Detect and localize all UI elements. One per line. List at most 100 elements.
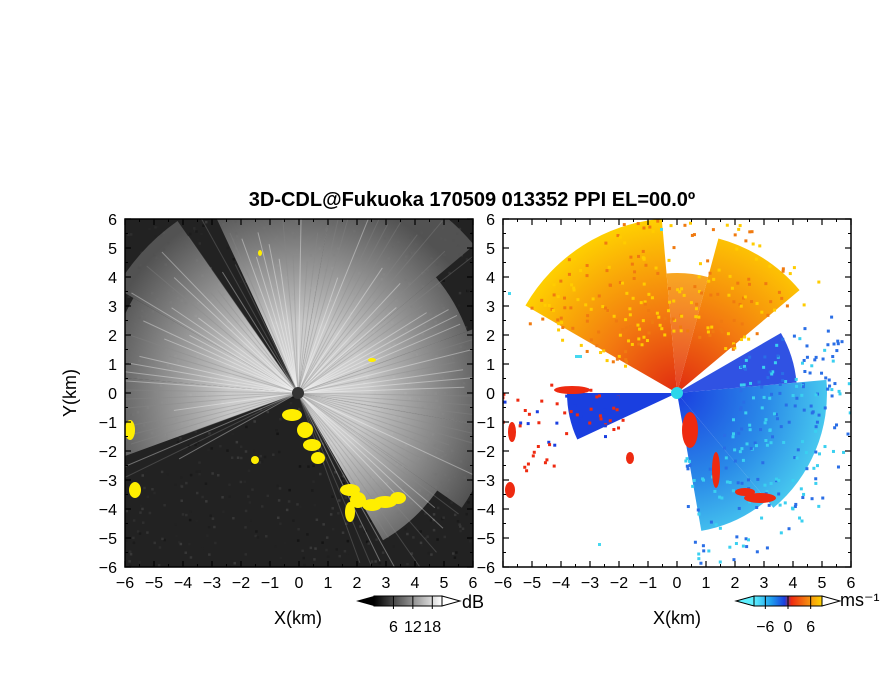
velocity-pixel bbox=[800, 393, 804, 397]
velocity-pixel bbox=[651, 229, 655, 233]
velocity-pixel bbox=[770, 372, 774, 376]
yellow-echo-blob bbox=[251, 456, 259, 464]
velocity-pixel bbox=[547, 303, 551, 307]
velocity-pixel bbox=[699, 561, 703, 565]
velocity-pixel bbox=[781, 337, 785, 341]
left-x-tick-label: −4 bbox=[174, 575, 192, 592]
speckle bbox=[203, 436, 207, 440]
velocity-pixel bbox=[555, 421, 559, 425]
speckle bbox=[298, 465, 302, 468]
velocity-pixel bbox=[599, 351, 603, 355]
speckle bbox=[166, 472, 170, 476]
velocity-pixel bbox=[563, 296, 567, 300]
speckle bbox=[148, 227, 151, 231]
velocity-pixel bbox=[660, 327, 664, 331]
speckle bbox=[156, 225, 159, 229]
velocity-pixel bbox=[831, 359, 835, 363]
velocity-pixel bbox=[527, 412, 531, 416]
speckle bbox=[179, 437, 182, 440]
speckle bbox=[188, 542, 191, 546]
velocity-pixel bbox=[656, 219, 660, 223]
speckle bbox=[448, 271, 451, 275]
velocity-pixel bbox=[615, 357, 619, 361]
speckle bbox=[244, 526, 247, 529]
right-colorbar-tick-label: 0 bbox=[784, 619, 793, 636]
speckle bbox=[359, 525, 362, 528]
intensity-sector bbox=[298, 219, 473, 393]
velocity-pixel bbox=[811, 410, 815, 414]
red-fringe bbox=[735, 488, 755, 496]
speckle bbox=[430, 553, 433, 556]
speckle bbox=[436, 538, 439, 541]
speckle bbox=[208, 432, 211, 435]
intensity-streak bbox=[297, 392, 473, 406]
speckle bbox=[161, 537, 164, 541]
velocity-pixel bbox=[744, 358, 748, 362]
speckle bbox=[127, 233, 130, 236]
speckle bbox=[198, 470, 201, 473]
intensity-streak bbox=[125, 392, 299, 409]
speckle bbox=[381, 551, 385, 554]
intensity-streak bbox=[297, 392, 373, 567]
velocity-pixel bbox=[814, 429, 818, 433]
right-x-axis-label: X(km) bbox=[653, 608, 701, 628]
speckle bbox=[461, 527, 465, 530]
velocity-pixel bbox=[769, 441, 773, 445]
velocity-pixel bbox=[757, 380, 761, 384]
intensity-streak bbox=[164, 338, 299, 394]
velocity-pixel bbox=[755, 301, 759, 305]
yellow-echo-blob bbox=[390, 492, 406, 504]
velocity-pixel bbox=[733, 346, 737, 350]
speckle bbox=[353, 507, 357, 510]
speckle bbox=[368, 519, 372, 523]
right-y-tick-label: −1 bbox=[477, 415, 495, 432]
velocity-pixel bbox=[733, 233, 737, 237]
velocity-pixel bbox=[643, 300, 647, 304]
velocity-pixel bbox=[709, 520, 713, 524]
velocity-pixel bbox=[597, 330, 601, 334]
speckle bbox=[289, 401, 293, 405]
speckle bbox=[321, 541, 324, 544]
velocity-pixel bbox=[667, 258, 671, 262]
speckle bbox=[160, 470, 164, 474]
speckle bbox=[267, 561, 271, 565]
right-x-tick-label: −2 bbox=[610, 575, 628, 592]
intensity-streak bbox=[189, 334, 299, 394]
velocity-sector bbox=[677, 393, 767, 531]
intensity-streak bbox=[297, 323, 461, 394]
velocity-pixel bbox=[604, 241, 608, 245]
velocity-pixel bbox=[763, 483, 767, 487]
velocity-pixel bbox=[768, 370, 772, 374]
intensity-sector bbox=[125, 377, 298, 456]
speckle bbox=[367, 542, 371, 545]
velocity-pixel bbox=[784, 403, 788, 407]
velocity-pixel bbox=[671, 317, 675, 321]
right-y-tick-label: −4 bbox=[477, 502, 495, 519]
velocity-pixel bbox=[567, 258, 571, 262]
speckle bbox=[139, 511, 142, 514]
speckle bbox=[247, 469, 251, 473]
speckle bbox=[146, 495, 150, 499]
colorbar-unit-ms: ms⁻¹ bbox=[840, 590, 880, 610]
velocity-pixel bbox=[830, 315, 834, 319]
velocity-pixel bbox=[717, 268, 721, 272]
velocity-pixel bbox=[678, 325, 682, 329]
right-y-tick-label: 6 bbox=[486, 212, 495, 229]
velocity-pixel bbox=[755, 505, 759, 509]
velocity-pixel bbox=[611, 360, 615, 364]
speckle bbox=[432, 528, 436, 532]
velocity-pixel bbox=[576, 298, 580, 302]
speckle bbox=[195, 470, 199, 474]
speckle bbox=[467, 501, 470, 504]
speckle bbox=[213, 525, 216, 529]
speckle bbox=[193, 227, 196, 230]
velocity-pixel bbox=[763, 421, 767, 425]
velocity-pixel bbox=[710, 325, 714, 329]
speckle bbox=[253, 328, 257, 332]
right-x-tick-label: 5 bbox=[818, 575, 827, 592]
velocity-pixel bbox=[795, 396, 799, 400]
velocity-pixel bbox=[724, 347, 728, 351]
velocity-pixel bbox=[741, 458, 745, 462]
velocity-pixel bbox=[732, 558, 736, 562]
speckle bbox=[128, 550, 132, 553]
